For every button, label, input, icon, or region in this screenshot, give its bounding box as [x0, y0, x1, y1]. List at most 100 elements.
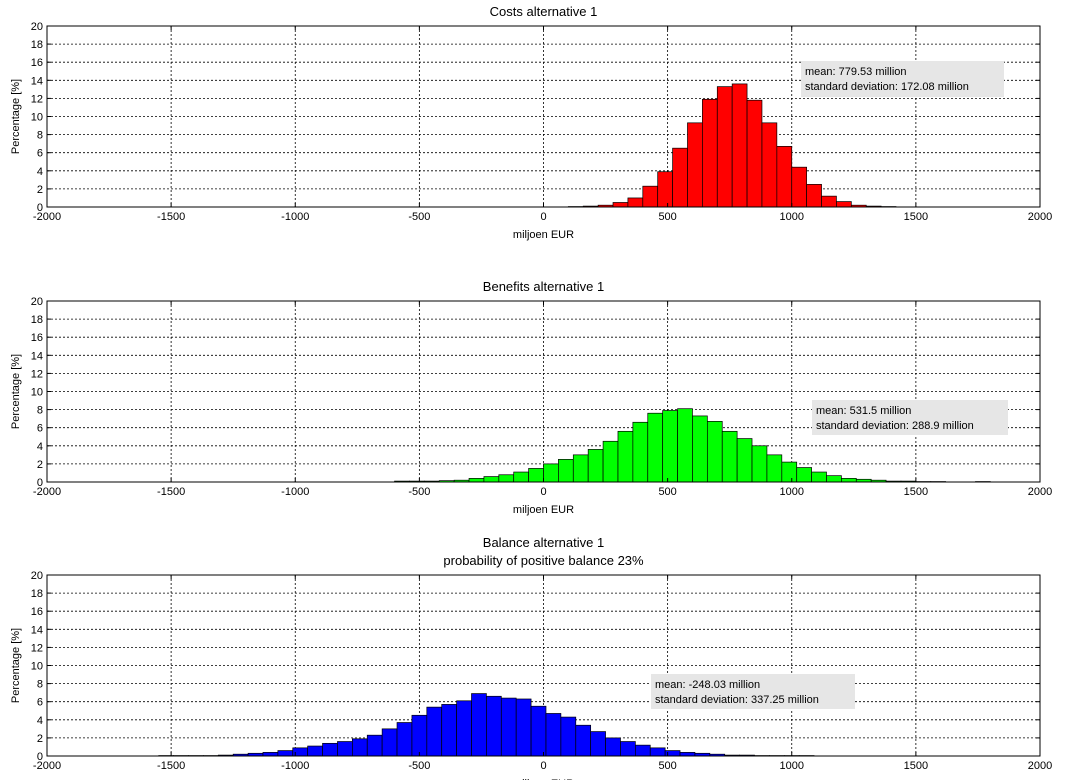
annotation-background [801, 61, 1004, 97]
histogram-bar [545, 713, 562, 757]
x-tick-label: 1500 [904, 760, 928, 772]
histogram-bar [471, 693, 487, 757]
x-tick-label: 1000 [780, 760, 804, 772]
x-tick-label: 1500 [904, 211, 928, 223]
histogram-bar [426, 706, 443, 757]
stats-annotation: mean: 531.5 million standard deviation: 2… [812, 400, 1008, 435]
x-tick-label: 2000 [1028, 486, 1052, 498]
stats-annotation: mean: 779.53 million standard deviation: … [801, 61, 1004, 97]
x-tick-label: -500 [408, 211, 430, 223]
y-tick-label: 6 [37, 148, 43, 160]
histogram-bar [766, 454, 783, 483]
y-axis-label: Percentage [%] [10, 79, 22, 154]
histogram-bar [575, 724, 592, 757]
x-axis-label: miljoen EUR [513, 229, 574, 241]
y-tick-label: 8 [37, 130, 43, 142]
histogram-bar [635, 744, 651, 757]
histogram-bar [351, 738, 368, 757]
histogram-bar [513, 471, 529, 483]
x-tick-label: 0 [540, 760, 546, 772]
annotation-mean: mean: -248.03 million [655, 679, 760, 691]
histogram-bar [620, 741, 636, 757]
x-tick-label: 1500 [904, 486, 928, 498]
histogram-bar [781, 461, 798, 483]
y-tick-label: 20 [31, 570, 43, 582]
y-tick-label: 14 [31, 75, 43, 87]
histogram-bar [662, 410, 678, 483]
x-tick-label: -1000 [281, 760, 309, 772]
histogram-bar [796, 467, 812, 483]
histogram-bar [806, 184, 822, 208]
histogram-bar [396, 722, 413, 757]
y-tick-label: 18 [31, 588, 43, 600]
x-tick-label: -1500 [157, 760, 185, 772]
x-tick-label: -500 [408, 760, 430, 772]
y-tick-label: 16 [31, 332, 43, 344]
histogram-bar [612, 202, 629, 208]
y-tick-label: 12 [31, 368, 43, 380]
histogram-bar [411, 714, 428, 757]
x-tick-label: 1000 [780, 486, 804, 498]
histogram-bar [746, 99, 763, 208]
y-tick-label: 20 [31, 21, 43, 33]
x-tick-label: -2000 [33, 760, 61, 772]
y-tick-label: 14 [31, 350, 43, 362]
histogram-bar [841, 478, 857, 483]
x-tick-label: -2000 [33, 486, 61, 498]
histogram-bar [590, 731, 606, 757]
x-tick-label: 2000 [1028, 211, 1052, 223]
histogram-bar [649, 747, 666, 757]
histogram-bar [530, 705, 547, 757]
y-tick-label: 0 [37, 202, 43, 214]
y-tick-label: 8 [37, 405, 43, 417]
histogram-bar [736, 438, 753, 483]
histogram-bar [262, 752, 279, 757]
annotation-background [651, 674, 855, 709]
y-tick-label: 16 [31, 606, 43, 618]
y-axis-label: Percentage [%] [10, 628, 22, 703]
x-axis-label: miljoen EUR [513, 778, 574, 780]
y-tick-label: 18 [31, 314, 43, 326]
x-tick-label: 2000 [1028, 760, 1052, 772]
x-tick-label: 0 [540, 211, 546, 223]
chart-panel-3: -2000 -1500 -1000 -500 0 500 1000 1500 2000 0 2 4 6 8… [10, 535, 1052, 780]
x-tick-label: -1000 [281, 211, 309, 223]
histogram-bar [677, 408, 693, 483]
histogram-bar [706, 421, 723, 483]
stats-annotation: mean: -248.03 million standard deviation:… [651, 674, 855, 709]
y-tick-label: 2 [37, 184, 43, 196]
histogram-bar [572, 454, 589, 483]
y-tick-label: 12 [31, 93, 43, 105]
y-tick-label: 10 [31, 387, 43, 399]
x-axis-label: miljoen EUR [513, 504, 574, 516]
annotation-std: standard deviation: 172.08 million [805, 81, 969, 93]
x-tick-label: 500 [658, 486, 676, 498]
histogram-bar [632, 421, 649, 483]
histogram-bar [657, 171, 673, 208]
x-tick-label: 500 [658, 760, 676, 772]
histogram-bar [791, 166, 807, 208]
y-axis-label: Percentage [%] [10, 354, 22, 429]
annotation-mean: mean: 531.5 million [816, 405, 911, 417]
y-tick-label: 16 [31, 57, 43, 69]
y-tick-label: 6 [37, 423, 43, 435]
histogram-bar [647, 412, 664, 483]
histogram-bar [821, 195, 837, 208]
y-tick-label: 4 [37, 441, 43, 453]
y-tick-label: 0 [37, 751, 43, 763]
histogram-bar [642, 185, 659, 208]
x-tick-label: 500 [658, 211, 676, 223]
histogram-bar [441, 704, 457, 757]
y-tick-label: 2 [37, 459, 43, 471]
histogram-bar [692, 415, 708, 483]
chart-title: Benefits alternative 1 [483, 279, 604, 294]
histogram-bar [605, 737, 621, 757]
y-tick-label: 10 [31, 661, 43, 673]
chart-panel-2: -2000 -1500 -1000 -500 0 500 1000 1500 2000 0 2 4 6 8… [10, 279, 1052, 516]
y-tick-label: 6 [37, 697, 43, 709]
y-tick-label: 10 [31, 112, 43, 124]
histogram-bar [381, 728, 398, 757]
histogram-bar [483, 476, 500, 483]
x-tick-label: -1500 [157, 486, 185, 498]
